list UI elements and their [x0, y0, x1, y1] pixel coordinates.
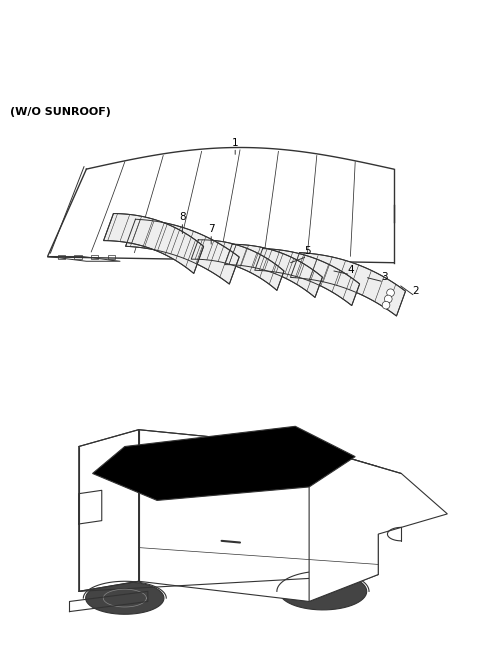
Polygon shape	[79, 430, 139, 591]
Text: 8: 8	[179, 212, 186, 222]
Polygon shape	[153, 463, 194, 534]
Polygon shape	[104, 214, 204, 273]
Text: 3: 3	[381, 272, 387, 282]
Polygon shape	[84, 457, 134, 557]
Circle shape	[382, 301, 390, 309]
Text: (W/O SUNROOF): (W/O SUNROOF)	[10, 107, 110, 117]
Polygon shape	[86, 582, 164, 614]
Polygon shape	[290, 253, 406, 316]
Polygon shape	[126, 219, 239, 284]
Polygon shape	[139, 430, 378, 601]
Polygon shape	[191, 240, 284, 290]
Circle shape	[387, 289, 395, 297]
Polygon shape	[258, 487, 309, 557]
Polygon shape	[279, 573, 367, 610]
Polygon shape	[93, 426, 355, 500]
Text: 2: 2	[412, 286, 419, 296]
Polygon shape	[309, 447, 447, 601]
Text: 1: 1	[232, 138, 239, 147]
Circle shape	[384, 295, 392, 303]
Polygon shape	[309, 447, 401, 497]
Text: 5: 5	[304, 246, 311, 257]
Polygon shape	[225, 244, 323, 297]
Text: 7: 7	[208, 224, 215, 234]
Text: 4: 4	[347, 265, 354, 274]
Polygon shape	[203, 477, 249, 544]
Polygon shape	[255, 249, 360, 306]
